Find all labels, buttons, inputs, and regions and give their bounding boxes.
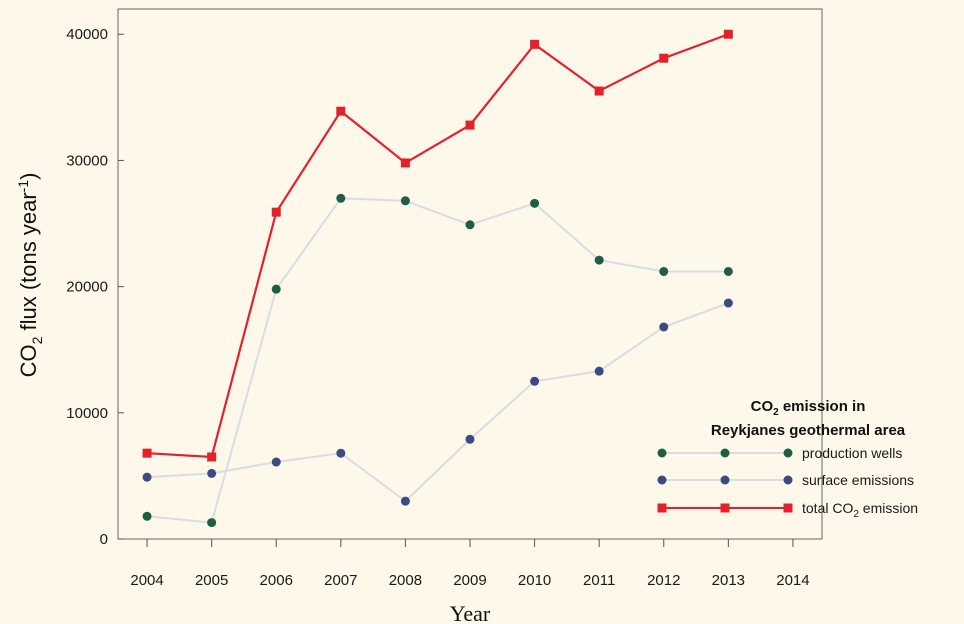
point-production-wells — [659, 266, 669, 276]
point-production-wells — [400, 196, 410, 206]
legend-marker-total-co2 — [657, 503, 667, 513]
point-total-co2 — [207, 452, 217, 462]
point-total-co2 — [723, 29, 733, 39]
legend-marker-surface-emissions — [783, 475, 793, 485]
point-total-co2 — [659, 53, 669, 63]
point-production-wells — [207, 518, 217, 528]
series-line-production-wells — [146, 197, 729, 524]
x-tick-label: 2004 — [130, 572, 163, 589]
y-axis-label: CO2 flux (tons year-1) — [15, 173, 45, 378]
y-axis-label-suffix: ) — [16, 173, 41, 180]
plot-frame — [117, 8, 823, 540]
point-surface-emissions — [336, 448, 346, 458]
point-production-wells — [594, 255, 604, 265]
point-surface-emissions — [530, 376, 540, 386]
legend-items — [657, 448, 793, 513]
point-total-co2 — [142, 448, 152, 458]
point-production-wells — [723, 266, 733, 276]
y-axis-label-prefix: CO — [16, 344, 41, 377]
x-tick-label: 2011 — [583, 572, 615, 589]
point-surface-emissions — [142, 472, 152, 482]
x-axis-ticks: 2004 2005 2006 2007 2008 2009 2010 2011 2012 2013… — [130, 539, 810, 589]
legend-label-production-wells: production wells — [802, 445, 902, 461]
legend-label-total-suffix: emission — [859, 500, 918, 516]
point-surface-emissions — [400, 496, 410, 506]
point-total-co2 — [336, 106, 346, 116]
y-axis-label-sup: -1 — [15, 180, 31, 193]
legend-marker-total-co2 — [783, 503, 793, 513]
legend-marker-surface-emissions — [720, 475, 730, 485]
point-total-co2 — [530, 39, 540, 49]
series-line-surface-emissions — [147, 302, 729, 503]
legend-marker-production-wells — [657, 448, 667, 458]
y-tick-label: 30000 — [66, 152, 108, 169]
x-tick-label: 2006 — [260, 572, 293, 589]
x-tick-label: 2005 — [195, 572, 228, 589]
x-tick-label: 2008 — [389, 572, 422, 589]
point-production-wells — [336, 193, 346, 203]
legend-label-total-co2: total CO2 emission — [802, 500, 918, 520]
legend-title-sub: 2 — [773, 407, 779, 418]
point-surface-emissions — [659, 322, 669, 332]
legend-marker-total-co2 — [720, 503, 730, 513]
point-surface-emissions — [723, 298, 733, 308]
series-layer — [142, 29, 733, 528]
legend-title-line-2: Reykjanes geothermal area — [711, 422, 906, 439]
legend-label-total-prefix: total CO — [802, 500, 853, 516]
y-tick-label: 10000 — [66, 405, 108, 422]
legend-marker-production-wells — [720, 448, 730, 458]
point-production-wells — [142, 511, 152, 521]
y-tick-label: 20000 — [66, 279, 108, 296]
x-tick-label: 2009 — [453, 572, 486, 589]
legend-marker-surface-emissions — [657, 475, 667, 485]
x-tick-label: 2012 — [647, 572, 680, 589]
legend: CO2 emission in Reykjanes geothermal are… — [657, 398, 918, 520]
point-total-co2 — [400, 158, 410, 168]
legend-title-line-1: CO2 emission in — [751, 398, 866, 418]
series-line-total-co2 — [146, 33, 729, 459]
x-axis-label: Year — [450, 601, 491, 624]
legend-title-prefix: CO — [751, 398, 774, 415]
legend-label-surface-emissions: surface emissions — [802, 472, 914, 488]
x-tick-label: 2013 — [712, 572, 745, 589]
x-tick-label: 2007 — [324, 572, 357, 589]
y-tick-label: 0 — [100, 531, 108, 548]
legend-title-suffix: emission in — [779, 398, 866, 415]
y-axis-label-sub: 2 — [29, 336, 45, 344]
legend-label-total-sub: 2 — [853, 509, 859, 520]
point-total-co2 — [594, 86, 604, 96]
point-surface-emissions — [465, 434, 475, 444]
y-axis-label-mid: flux (tons year — [16, 192, 41, 336]
legend-marker-production-wells — [783, 448, 793, 458]
x-tick-label: 2014 — [776, 572, 809, 589]
point-surface-emissions — [594, 366, 604, 376]
point-production-wells — [271, 284, 281, 294]
point-total-co2 — [271, 207, 281, 217]
point-surface-emissions — [271, 457, 281, 467]
point-production-wells — [465, 220, 475, 230]
y-tick-label: 40000 — [66, 26, 108, 43]
point-surface-emissions — [207, 468, 217, 478]
y-axis-ticks: 0 10000 20000 30000 40000 — [66, 26, 124, 548]
x-tick-label: 2010 — [518, 572, 551, 589]
point-total-co2 — [465, 120, 475, 130]
point-production-wells — [530, 198, 540, 208]
